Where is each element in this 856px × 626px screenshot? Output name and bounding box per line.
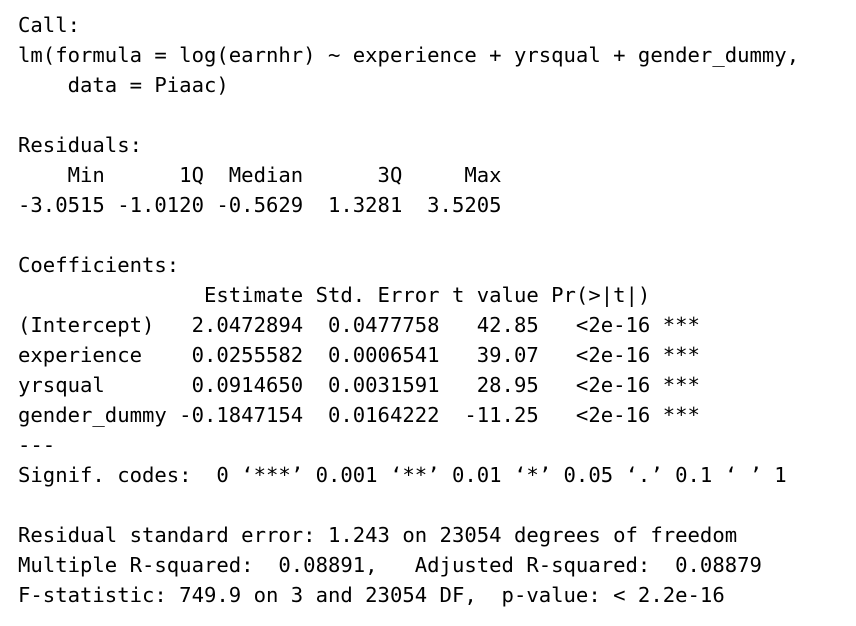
coefficients-header-row: Estimate Std. Error t value Pr(>|t|) (18, 283, 700, 307)
regression-output: Call: lm(formula = log(earnhr) ~ experie… (18, 10, 799, 610)
residuals-header-row: Min 1Q Median 3Q Max (18, 163, 514, 187)
f-statistic-line: F-statistic: 749.9 on 3 and 23054 DF, p-… (18, 583, 725, 607)
separator-line: --- (18, 433, 56, 457)
coefficient-row-gender-dummy: gender_dummy -0.1847154 0.0164222 -11.25… (18, 403, 700, 427)
coefficient-row-intercept: (Intercept) 2.0472894 0.0477758 42.85 <2… (18, 313, 700, 337)
coefficient-row-yrsqual: yrsqual 0.0914650 0.0031591 28.95 <2e-16… (18, 373, 700, 397)
residual-standard-error-line: Residual standard error: 1.243 on 23054 … (18, 523, 738, 547)
r-squared-line: Multiple R-squared: 0.08891, Adjusted R-… (18, 553, 775, 577)
coefficients-heading: Coefficients: (18, 253, 180, 277)
blank-line (18, 100, 799, 130)
residuals-values-row: -3.0515 -1.0120 -0.5629 1.3281 3.5205 (18, 193, 514, 217)
call-data-line: data = Piaac) (18, 73, 229, 97)
signif-codes-line: Signif. codes: 0 ‘***’ 0.001 ‘**’ 0.01 ‘… (18, 463, 787, 487)
call-formula-line: lm(formula = log(earnhr) ~ experience + … (18, 43, 800, 67)
call-heading: Call: (18, 13, 80, 37)
residuals-heading: Residuals: (18, 133, 142, 157)
coefficient-row-experience: experience 0.0255582 0.0006541 39.07 <2e… (18, 343, 700, 367)
blank-line (18, 490, 799, 520)
blank-line (18, 220, 799, 250)
